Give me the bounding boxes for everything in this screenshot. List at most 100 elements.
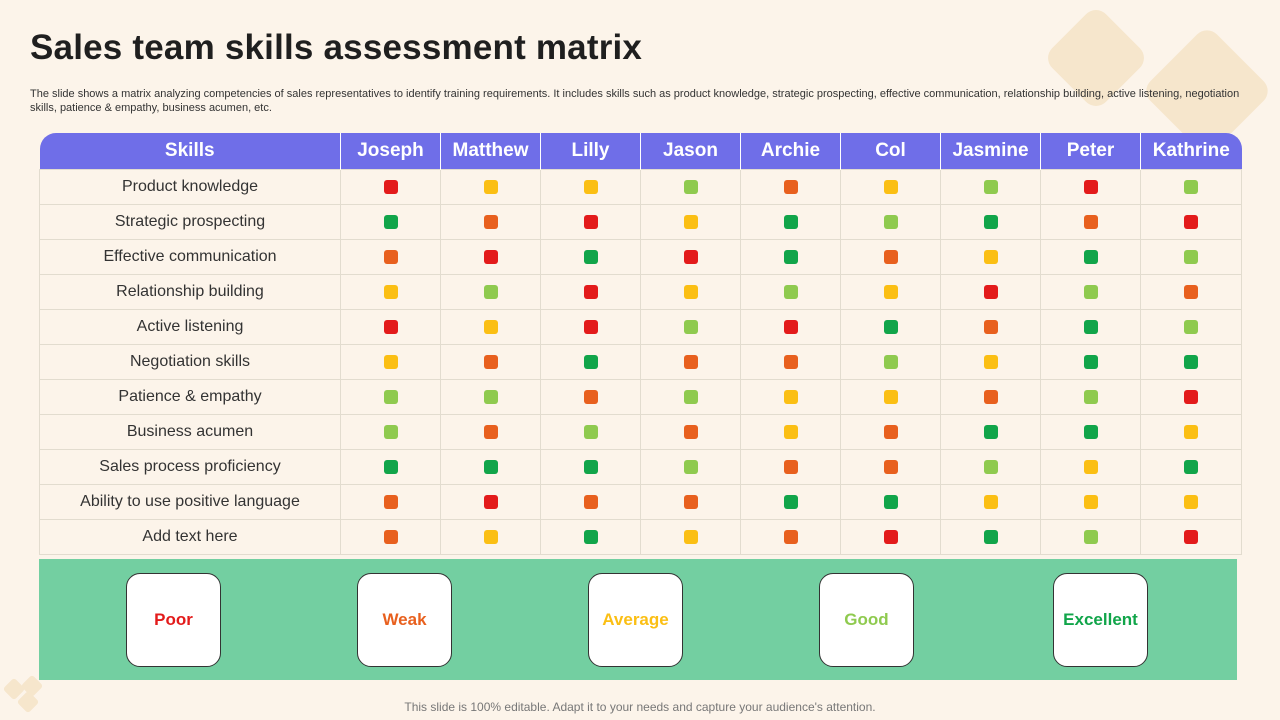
rating-excellent-marker — [583, 459, 598, 474]
rating-excellent-marker — [1083, 319, 1098, 334]
table-row: Product knowledge — [39, 169, 1242, 205]
rating-weak-marker — [883, 249, 898, 264]
table-row: Negotiation skills — [39, 344, 1242, 380]
rating-cell — [440, 449, 541, 485]
rating-weak-marker — [783, 179, 798, 194]
table-row: Sales process proficiency — [39, 449, 1242, 485]
person-column-header: Archie — [740, 133, 841, 170]
legend-weak: Weak — [357, 573, 452, 667]
rating-good-marker — [683, 389, 698, 404]
rating-cell — [340, 274, 441, 310]
rating-cell — [540, 344, 641, 380]
rating-good-marker — [1083, 284, 1098, 299]
rating-cell — [740, 519, 841, 555]
rating-cell — [740, 379, 841, 415]
skill-label: Ability to use positive language — [39, 484, 341, 520]
rating-good-marker — [883, 354, 898, 369]
rating-cell — [940, 239, 1041, 275]
rating-weak-marker — [783, 529, 798, 544]
rating-cell — [440, 519, 541, 555]
rating-cell — [1140, 204, 1242, 240]
rating-weak-marker — [483, 424, 498, 439]
rating-cell — [340, 204, 441, 240]
rating-poor-marker — [883, 529, 898, 544]
rating-good-marker — [1083, 389, 1098, 404]
rating-weak-marker — [783, 459, 798, 474]
rating-poor-marker — [583, 214, 598, 229]
table-row: Business acumen — [39, 414, 1242, 450]
legend-average: Average — [588, 573, 683, 667]
rating-cell — [1040, 379, 1141, 415]
rating-cell — [1040, 274, 1141, 310]
rating-cell — [340, 414, 441, 450]
rating-average-marker — [1184, 494, 1198, 509]
rating-excellent-marker — [1083, 354, 1098, 369]
rating-good-marker — [1184, 179, 1198, 194]
rating-cell — [940, 414, 1041, 450]
legend-excellent: Excellent — [1053, 573, 1148, 667]
rating-weak-marker — [983, 319, 998, 334]
rating-poor-marker — [1184, 389, 1198, 404]
rating-cell — [440, 379, 541, 415]
rating-excellent-marker — [583, 529, 598, 544]
rating-excellent-marker — [983, 424, 998, 439]
rating-cell — [640, 309, 741, 345]
rating-cell — [440, 169, 541, 205]
rating-good-marker — [383, 424, 398, 439]
rating-average-marker — [683, 214, 698, 229]
skills-matrix-table: Skills Joseph Matthew Lilly Jason Archie Col J… — [39, 133, 1242, 555]
rating-good-marker — [983, 459, 998, 474]
rating-cell — [640, 169, 741, 205]
rating-cell — [1040, 239, 1141, 275]
skill-label: Add text here — [39, 519, 341, 555]
rating-cell — [740, 484, 841, 520]
rating-cell — [840, 344, 941, 380]
rating-cell — [640, 414, 741, 450]
rating-cell — [740, 414, 841, 450]
rating-poor-marker — [483, 249, 498, 264]
rating-cell — [940, 204, 1041, 240]
rating-cell — [640, 204, 741, 240]
legend-good: Good — [819, 573, 914, 667]
rating-cell — [540, 519, 641, 555]
rating-cell — [1040, 309, 1141, 345]
rating-cell — [640, 519, 741, 555]
person-column-header: Kathrine — [1140, 133, 1242, 170]
rating-weak-marker — [383, 494, 398, 509]
rating-average-marker — [783, 389, 798, 404]
rating-cell — [540, 309, 641, 345]
rating-poor-marker — [1184, 214, 1198, 229]
rating-cell — [640, 449, 741, 485]
rating-cell — [840, 379, 941, 415]
rating-weak-marker — [683, 424, 698, 439]
table-row: Active listening — [39, 309, 1242, 345]
table-body: Product knowledge Strategic prospecting Ef… — [39, 169, 1242, 555]
person-column-header: Matthew — [440, 133, 541, 170]
person-column-header: Peter — [1040, 133, 1141, 170]
rating-average-marker — [883, 389, 898, 404]
rating-cell — [840, 169, 941, 205]
rating-excellent-marker — [383, 459, 398, 474]
rating-average-marker — [583, 179, 598, 194]
rating-cell — [1040, 414, 1141, 450]
rating-cell — [940, 379, 1041, 415]
rating-poor-marker — [483, 494, 498, 509]
rating-excellent-marker — [1083, 424, 1098, 439]
rating-cell — [1140, 274, 1242, 310]
rating-cell — [1040, 519, 1141, 555]
table-row: Add text here — [39, 519, 1242, 555]
rating-average-marker — [483, 319, 498, 334]
skill-label: Patience & empathy — [39, 379, 341, 415]
table-row: Relationship building — [39, 274, 1242, 310]
rating-weak-marker — [383, 529, 398, 544]
rating-excellent-marker — [1184, 459, 1198, 474]
rating-excellent-marker — [1184, 354, 1198, 369]
rating-cell — [540, 414, 641, 450]
skill-label: Product knowledge — [39, 169, 341, 205]
rating-weak-marker — [583, 389, 598, 404]
rating-cell — [340, 484, 441, 520]
rating-cell — [1040, 204, 1141, 240]
table-row: Strategic prospecting — [39, 204, 1242, 240]
rating-cell — [340, 169, 441, 205]
rating-cell — [1140, 519, 1242, 555]
